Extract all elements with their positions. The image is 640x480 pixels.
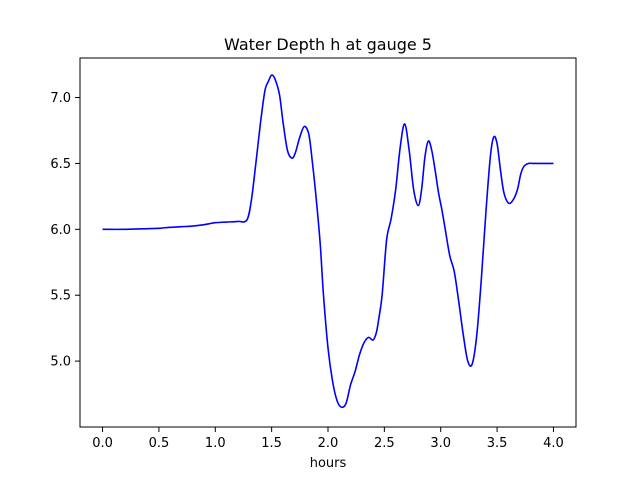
x-tick-label: 4.0 [543,436,564,451]
series-layer [102,74,554,409]
x-tick-label: 0.5 [149,436,170,451]
y-tick-label: 5.0 [50,355,71,370]
chart-title: Water Depth h at gauge 5 [224,35,432,54]
y-axis-ticks: 5.0 5.5 6.0 6.5 7.0 [50,91,80,370]
y-tick-label: 6.0 [50,223,71,238]
x-tick-label: 0.0 [92,436,113,451]
x-tick-label: 3.0 [430,436,451,451]
x-axis-ticks: 0.0 0.5 1.0 1.5 2.0 2.5 3.0 3.5 4.0 [92,427,564,451]
plot-area-frame [79,57,577,428]
x-tick-label: 1.0 [205,436,226,451]
x-tick-label: 3.5 [487,436,508,451]
x-axis-label: hours [310,456,347,471]
series-line [102,74,554,409]
y-tick-label: 7.0 [50,91,71,106]
x-tick-label: 2.0 [318,436,339,451]
y-tick-label: 5.5 [50,289,71,304]
x-tick-label: 1.5 [261,436,282,451]
y-tick-label: 6.5 [50,157,71,172]
x-tick-label: 2.5 [374,436,395,451]
